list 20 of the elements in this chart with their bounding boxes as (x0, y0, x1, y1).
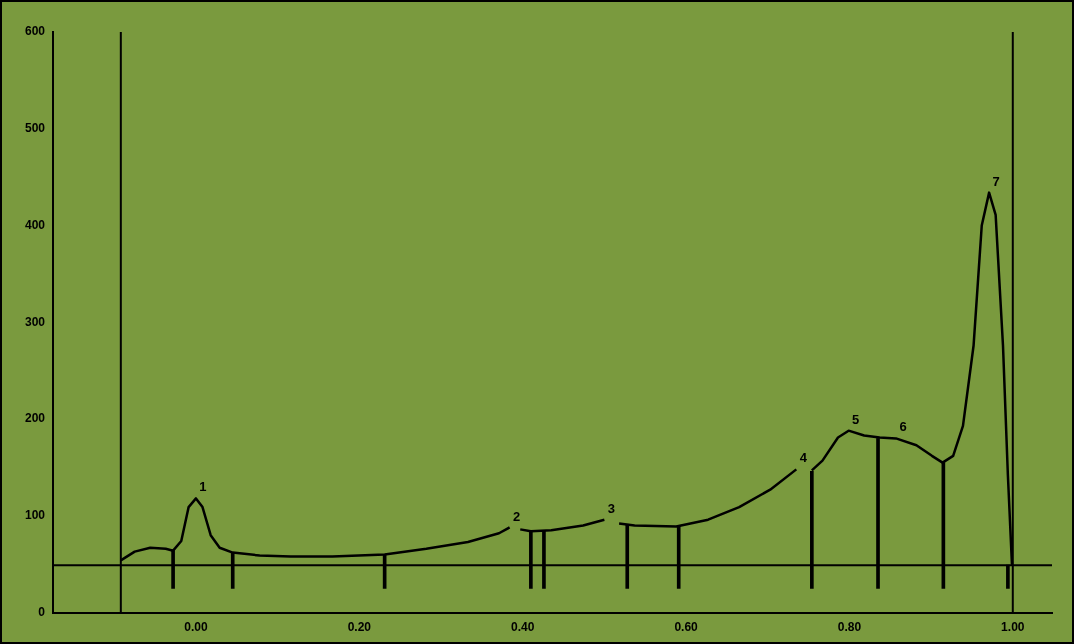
y-tick-label: 500 (24, 121, 46, 136)
y-tick-label: 300 (24, 314, 46, 329)
annotation: 4 (799, 450, 808, 466)
annotation: 3 (607, 500, 615, 516)
annotation: 2 (513, 508, 521, 524)
y-tick-label: 600 (24, 24, 46, 39)
annotation: 1 (199, 479, 207, 495)
x-tick-label: 0.00 (184, 620, 208, 635)
x-tick-label: 0.20 (347, 620, 372, 635)
x-tick-label: 1.00 (1001, 620, 1025, 635)
x-tick-label: 0.40 (511, 620, 535, 635)
y-tick-label: 0 (38, 604, 46, 619)
y-tick-label: 200 (24, 411, 46, 426)
x-tick-label: 0.80 (837, 620, 862, 635)
x-tick-label: 0.60 (674, 620, 699, 635)
annotation: 5 (851, 411, 860, 427)
y-tick-label: 400 (24, 217, 46, 232)
y-tick-label: 100 (24, 508, 46, 523)
annotation: 6 (899, 419, 907, 435)
annotation: 7 (992, 173, 1000, 189)
